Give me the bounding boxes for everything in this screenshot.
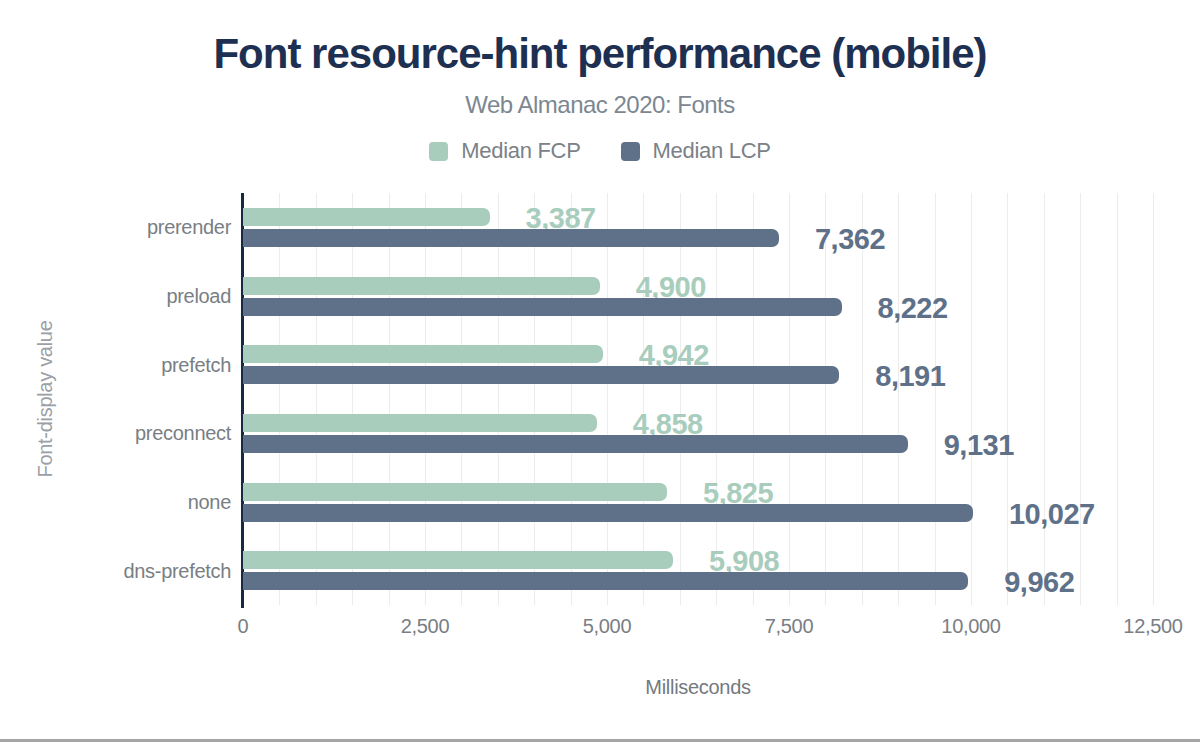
legend-swatch-fcp-icon xyxy=(429,142,448,161)
legend-swatch-lcp-icon xyxy=(621,142,640,161)
legend-item-median-lcp: Median LCP xyxy=(621,138,771,164)
x-tick-label: 7,500 xyxy=(765,615,814,638)
x-tick-label: 12,500 xyxy=(1123,615,1182,638)
bar-value-label: 7,362 xyxy=(815,222,885,255)
gridline xyxy=(425,193,426,605)
bar-fcp xyxy=(243,345,603,363)
gridline xyxy=(1007,193,1008,605)
y-axis-line xyxy=(241,193,244,608)
gridline xyxy=(680,193,681,605)
gridline xyxy=(279,193,280,605)
gridline xyxy=(716,193,717,605)
bar-lcp xyxy=(243,572,968,590)
gridline xyxy=(1044,193,1045,605)
category-label: none xyxy=(188,491,231,514)
gridline xyxy=(789,193,790,605)
x-tick-label: 5,000 xyxy=(583,615,632,638)
bar-value-label: 8,222 xyxy=(878,291,948,324)
bar-lcp xyxy=(243,298,842,316)
bar-value-label: 10,027 xyxy=(1009,497,1095,530)
gridline xyxy=(643,193,644,605)
bar-value-label: 9,962 xyxy=(1004,566,1074,599)
y-axis-title: Font-display value xyxy=(34,321,57,478)
category-label: preconnect xyxy=(135,422,231,445)
bar-fcp xyxy=(243,483,667,501)
category-label: dns-prefetch xyxy=(123,559,231,582)
gridline xyxy=(534,193,535,605)
bar-fcp xyxy=(243,414,597,432)
gridline xyxy=(935,193,936,605)
gridline xyxy=(1153,193,1154,605)
gridline xyxy=(898,193,899,605)
category-label: prerender xyxy=(147,216,231,239)
legend: Median FCP Median LCP xyxy=(0,138,1200,164)
gridline xyxy=(607,193,608,605)
category-label: preload xyxy=(166,285,231,308)
chart-page: Font resource-hint performance (mobile) … xyxy=(0,0,1200,742)
bar-fcp xyxy=(243,551,673,569)
bar-lcp xyxy=(243,366,839,384)
gridline xyxy=(389,193,390,605)
bar-fcp xyxy=(243,208,490,226)
gridline xyxy=(1117,193,1118,605)
chart-subtitle: Web Almanac 2020: Fonts xyxy=(0,91,1200,119)
category-label: prefetch xyxy=(161,353,231,376)
bar-lcp xyxy=(243,229,779,247)
bar-value-label: 9,131 xyxy=(944,428,1014,461)
x-tick-label: 2,500 xyxy=(401,615,450,638)
chart-title: Font resource-hint performance (mobile) xyxy=(0,30,1200,78)
gridline xyxy=(461,193,462,605)
legend-item-median-fcp: Median FCP xyxy=(429,138,580,164)
bar-lcp xyxy=(243,504,973,522)
x-tick-label: 10,000 xyxy=(941,615,1000,638)
gridline xyxy=(571,193,572,605)
x-axis-title: Milliseconds xyxy=(645,676,750,699)
x-tick-label: 0 xyxy=(238,615,249,638)
gridline xyxy=(1080,193,1081,605)
gridline xyxy=(316,193,317,605)
gridline xyxy=(352,193,353,605)
bar-value-label: 8,191 xyxy=(875,360,945,393)
bar-fcp xyxy=(243,277,600,295)
gridline xyxy=(498,193,499,605)
legend-label: Median LCP xyxy=(653,138,771,164)
bar-lcp xyxy=(243,435,908,453)
gridline xyxy=(753,193,754,605)
legend-label: Median FCP xyxy=(461,138,580,164)
gridline xyxy=(971,193,972,605)
